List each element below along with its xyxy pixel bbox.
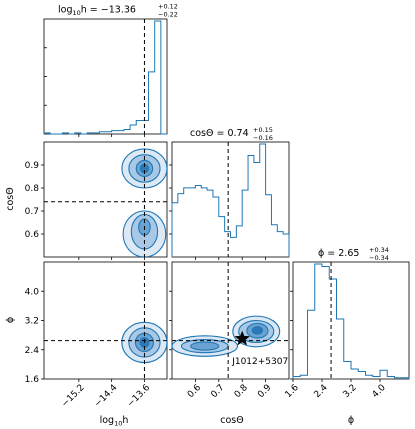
title-costheta: cosΘ = 0.74 +0.15 −0.16 xyxy=(190,126,273,142)
title-phi-minus: −0.34 xyxy=(369,254,389,262)
contour-level-3 xyxy=(190,341,220,351)
x-tick-label: 4.0 xyxy=(371,383,388,400)
x-tick-label: 1.6 xyxy=(284,383,301,400)
ylabel-phi: ϕ xyxy=(5,317,16,323)
y-tick-label: 0.6 xyxy=(25,230,40,240)
y-tick-label: 2.4 xyxy=(25,346,40,356)
panel-2d-costheta-phi: J1012+5307 xyxy=(171,261,290,380)
panel-2d-log10h-phi xyxy=(43,261,168,380)
title-costheta-plus: +0.15 xyxy=(253,126,273,134)
x-tick-label: 0.6 xyxy=(186,383,203,400)
title-log10h-plus: +0.12 xyxy=(158,3,178,11)
x-tick-label: 3.2 xyxy=(342,383,359,400)
contour-group xyxy=(121,148,167,257)
y-tick-label: 4.0 xyxy=(25,287,40,297)
title-phi: ϕ = 2.65 +0.34 −0.34 xyxy=(318,246,389,262)
title-phi-text: ϕ = 2.65 xyxy=(318,248,359,259)
y-tick-label: 3.2 xyxy=(25,317,39,327)
contour-group xyxy=(172,315,281,357)
ylabel-costheta: cosΘ xyxy=(5,187,16,210)
x-tick-label: −15.2 xyxy=(60,383,87,410)
x-tick-label: −13.6 xyxy=(126,383,153,410)
contour-level-4 xyxy=(251,326,264,335)
x-tick-label: 2.4 xyxy=(313,383,330,400)
title-log10h: log10h = −13.36 +0.12 −0.22 xyxy=(58,3,178,19)
x-tick-label: 0.9 xyxy=(256,383,273,400)
y-tick-label: 0.9 xyxy=(25,161,40,171)
y-tick-label: 0.8 xyxy=(25,184,40,194)
panel-hist-log10h xyxy=(43,18,168,135)
xlabel-costheta: cosΘ xyxy=(220,415,243,426)
y-tick-label: 1.6 xyxy=(25,375,40,385)
xlabel-phi: ϕ xyxy=(348,415,354,426)
histogram-step-line xyxy=(292,263,410,379)
x-tick-label: 0.7 xyxy=(209,383,226,400)
title-costheta-text: cosΘ = 0.74 xyxy=(190,128,249,139)
panel-frame xyxy=(43,141,168,258)
panel-2d-log10h-costheta xyxy=(43,141,168,258)
panel-hist-phi xyxy=(292,261,410,380)
xlabel-log10h: log10h xyxy=(100,415,129,428)
title-costheta-minus: −0.16 xyxy=(253,134,273,142)
histogram-step-line xyxy=(43,20,167,135)
title-log10h-text: log10h = −13.36 xyxy=(58,5,136,18)
panel-frame xyxy=(171,141,290,258)
x-tick-label: −14.4 xyxy=(93,383,120,410)
y-tick-label: 0.7 xyxy=(25,207,39,217)
title-log10h-minus: −0.22 xyxy=(158,11,178,19)
marker-label: J1012+5307 xyxy=(231,357,288,367)
panel-hist-costheta xyxy=(171,141,290,258)
histogram-step-line xyxy=(171,143,290,257)
title-phi-plus: +0.34 xyxy=(369,246,389,254)
x-tick-label: 0.8 xyxy=(233,383,250,400)
star-marker xyxy=(234,330,250,346)
